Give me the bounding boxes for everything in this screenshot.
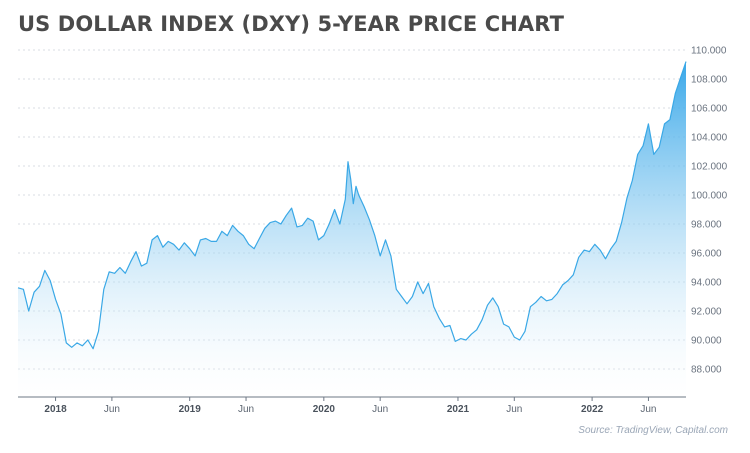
y-tick-label: 94.000 (691, 278, 722, 289)
y-tick-label: 92.000 (691, 307, 722, 318)
x-tick-label: 2019 (179, 404, 202, 415)
y-tick-label: 98.000 (691, 220, 722, 231)
y-tick-label: 110.000 (691, 46, 727, 57)
y-tick-label: 102.000 (691, 162, 728, 173)
x-tick-label: Jun (238, 404, 254, 415)
x-tick-label: 2022 (581, 404, 604, 415)
y-tick-label: 108.000 (691, 75, 728, 86)
x-tick-label: Jun (104, 404, 120, 415)
y-axis-ticks: 88.000 90.000 92.000 94.000 96.000 98.000 100.… (691, 46, 728, 376)
y-tick-label: 96.000 (691, 249, 722, 260)
chart-title: US DOLLAR INDEX (DXY) 5-YEAR PRICE CHART (18, 12, 565, 36)
y-tick-label: 90.000 (691, 336, 722, 347)
y-tick-label: 106.000 (691, 104, 728, 115)
x-tick-label: 2018 (44, 404, 67, 415)
x-tick-label: 2020 (313, 404, 336, 415)
price-area (18, 61, 686, 397)
y-tick-label: 104.000 (691, 133, 728, 144)
price-line (17, 61, 687, 350)
y-tick-label: 100.000 (691, 191, 728, 202)
x-tick-label: Jun (506, 404, 522, 415)
x-tick-label: Jun (372, 404, 388, 415)
source-note: Source: TradingView, Capital.com (578, 425, 728, 436)
x-tick-label: Jun (640, 404, 656, 415)
x-axis-ticks: 2018 Jun 2019 Jun 2020 Jun 2021 Jun 2022 Jun (44, 397, 657, 415)
x-tick-label: 2021 (447, 404, 470, 415)
y-tick-label: 88.000 (691, 365, 722, 376)
